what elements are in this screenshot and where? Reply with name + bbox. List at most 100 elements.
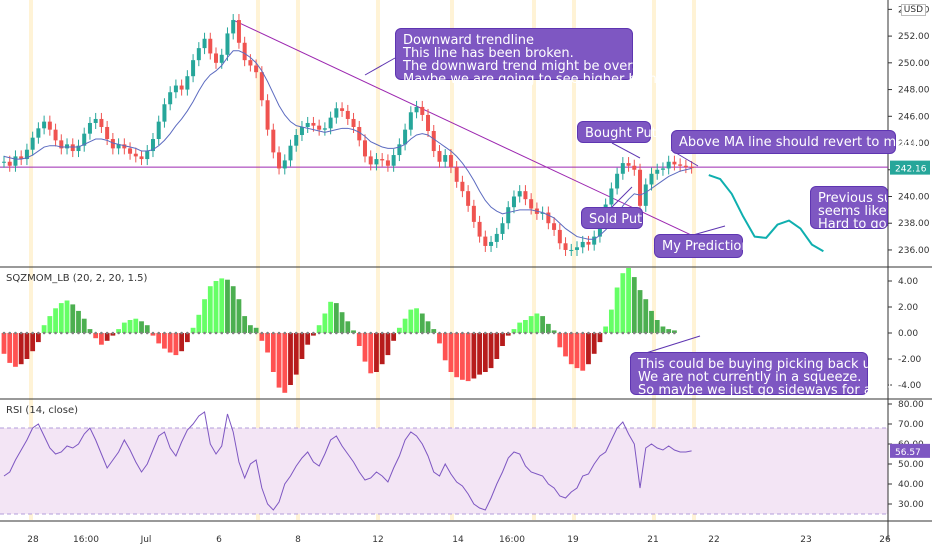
squeeze-dot (186, 331, 189, 335)
momentum-bar (471, 333, 477, 379)
squeeze-dot (237, 331, 241, 335)
squeeze-dot (111, 331, 115, 335)
candle-body (615, 173, 620, 189)
momentum-bar (500, 333, 505, 346)
momentum-bar (603, 326, 609, 333)
momentum-bar (288, 333, 293, 385)
momentum-bar (76, 310, 81, 333)
momentum-bar (534, 313, 540, 333)
price-axis-tick-label: 248.00 (898, 86, 930, 96)
momentum-bar (121, 322, 127, 333)
momentum-bar (230, 286, 236, 333)
momentum-bar (93, 333, 99, 339)
time-axis-label: Jul (140, 535, 152, 545)
candle-body (592, 236, 597, 245)
candle-body (494, 233, 499, 242)
candle-body (214, 53, 219, 63)
candle-body (294, 135, 299, 146)
candle-body (110, 139, 115, 149)
momentum-bar (167, 333, 173, 353)
time-axis-label: 28 (27, 535, 39, 545)
session-highlight (692, 0, 696, 520)
candle-body (150, 139, 155, 152)
squeeze-dot (466, 331, 470, 335)
momentum-bar (356, 333, 362, 346)
momentum-bar (517, 322, 523, 333)
annotation-bought-put[interactable]: Bought Put (577, 121, 657, 143)
candle-body (277, 152, 282, 169)
last-price-value: 242.16 (895, 165, 927, 175)
momentum-bar (431, 329, 437, 333)
candle-body (133, 153, 138, 157)
squeeze-dot (231, 331, 235, 335)
candle-body (231, 20, 236, 34)
rsi-axis-tick-label: 30.00 (898, 500, 924, 510)
squeeze-dot (650, 331, 653, 335)
annotation-my-prediction[interactable]: My Prediction (654, 234, 750, 258)
annotation-sold-put[interactable]: Sold Put (581, 207, 643, 229)
annotation-above-ma[interactable]: Above MA line should revert to mean (671, 130, 920, 154)
squeeze-dot (312, 331, 315, 335)
momentum-bar (225, 279, 230, 333)
annotation-pointer (364, 57, 396, 76)
candle-body (202, 38, 207, 49)
squeeze-dot (426, 331, 430, 335)
momentum-bar (511, 329, 517, 333)
session-highlight (296, 0, 300, 520)
momentum-bar (442, 333, 448, 361)
momentum-bar (322, 313, 328, 333)
squeeze-dot (94, 331, 97, 335)
momentum-bar (637, 290, 643, 333)
candle-body (489, 241, 494, 246)
squeeze-dot (558, 331, 562, 335)
candle-body (2, 161, 6, 163)
squeeze-dot (151, 331, 155, 335)
candle-body (156, 121, 161, 140)
momentum-bar (614, 287, 620, 333)
annotation-previous-support[interactable]: Previous supp seems like it i Hard to go… (810, 186, 888, 229)
momentum-bar (654, 320, 660, 333)
sqz-axis-tick-label: -4.00 (898, 381, 922, 391)
momentum-bar (631, 277, 637, 333)
candle-body (632, 165, 637, 170)
momentum-bar (202, 299, 207, 333)
squeeze-dot (552, 331, 556, 335)
annotation-downward-trendline[interactable]: Downward trendline This line has been br… (395, 28, 664, 86)
momentum-bar (574, 333, 580, 369)
squeeze-dot (598, 331, 602, 335)
time-axis-label: 14 (452, 535, 464, 545)
price-axis-tick-label: 250.00 (898, 59, 930, 69)
candle-body (345, 110, 350, 119)
squeeze-dot (489, 331, 493, 335)
candle-body (265, 100, 270, 130)
momentum-bar (276, 333, 282, 388)
candle-body (649, 173, 654, 185)
momentum-bar (545, 323, 551, 333)
time-axis-label: 8 (295, 535, 301, 545)
candle-body (145, 151, 150, 160)
momentum-bar (620, 273, 626, 333)
momentum-bar (494, 333, 500, 359)
momentum-bar (454, 333, 460, 378)
candle-body (76, 145, 81, 152)
squeeze-dot (60, 331, 63, 335)
squeeze-dot (432, 331, 436, 335)
candle-body (185, 76, 190, 90)
squeeze-dot (346, 331, 350, 335)
annotation-squeeze[interactable]: This could be buying picking back up. We… (630, 352, 897, 397)
momentum-bar (408, 309, 414, 333)
candle-body (414, 106, 419, 113)
session-highlight (29, 0, 33, 520)
price-axis-tick-label: 236.00 (898, 246, 930, 256)
momentum-bar (293, 333, 299, 375)
candle-body (24, 149, 29, 160)
squeeze-dot (168, 331, 172, 335)
momentum-bar (551, 330, 557, 333)
candle-body (666, 161, 671, 169)
momentum-bar (270, 333, 276, 372)
rsi-last-value: 56.57 (895, 448, 921, 458)
candle-body (311, 122, 316, 126)
candle-body (7, 161, 12, 166)
candle-body (305, 122, 310, 127)
